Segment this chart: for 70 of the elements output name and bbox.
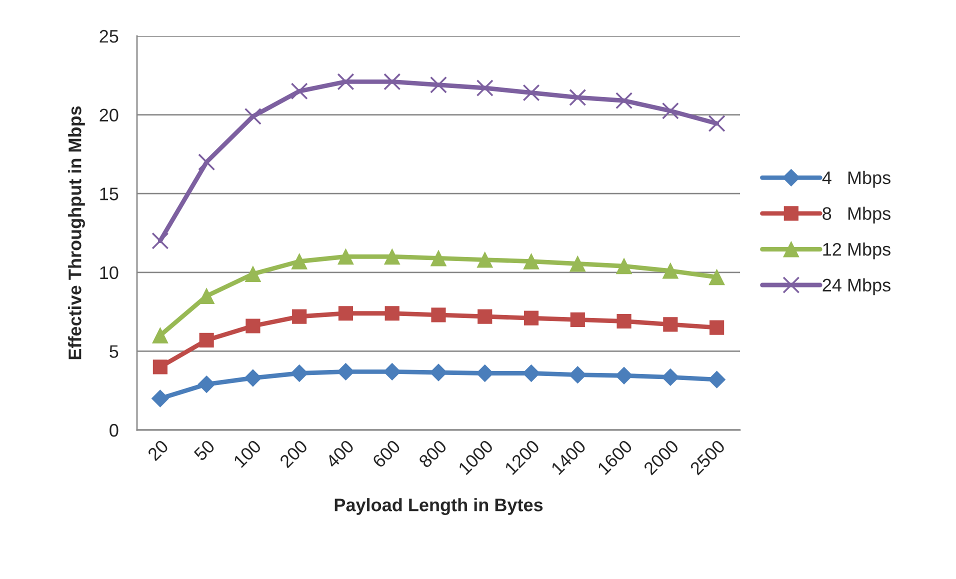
point (522, 84, 540, 102)
y-tick-label: 10 (100, 266, 118, 280)
point (199, 332, 214, 348)
point (616, 258, 632, 274)
x-tick-label: 20 (146, 439, 170, 462)
point (523, 253, 540, 270)
point (292, 309, 307, 324)
point (710, 320, 724, 335)
point (198, 376, 216, 393)
point (244, 266, 261, 282)
point (431, 308, 446, 322)
point (244, 108, 262, 125)
point (478, 309, 492, 324)
point (152, 360, 168, 374)
point (662, 368, 680, 386)
point (569, 88, 586, 106)
point (708, 114, 726, 132)
point (198, 288, 215, 304)
x-tick-label: 50 (193, 439, 216, 462)
point (430, 250, 446, 266)
x-tick-label: 400 (325, 439, 355, 469)
point (338, 306, 354, 321)
point (290, 82, 308, 100)
point (244, 369, 262, 387)
legend-label: 4 Mbps (822, 170, 890, 188)
point (615, 366, 633, 384)
y-tick-label: 0 (110, 424, 118, 437)
point (708, 269, 725, 286)
y-tick-label: 25 (100, 30, 118, 43)
x-axis-title: Payload Length in Bytes (334, 498, 543, 515)
point (291, 253, 308, 270)
legend-label: 12 Mbps (823, 242, 890, 260)
point (384, 73, 401, 90)
point (524, 310, 539, 326)
legend-label: 24 Mbps (822, 278, 890, 296)
point (708, 370, 726, 388)
x-tick-label: 100 (232, 439, 262, 468)
point (615, 92, 633, 110)
y-tick-label: 15 (100, 188, 118, 200)
point (383, 362, 401, 380)
x-tick-label: 600 (372, 439, 401, 468)
x-tick-label: 800 (418, 439, 448, 468)
y-tick-label: 20 (100, 108, 118, 122)
point (570, 312, 585, 327)
point (151, 390, 169, 408)
point (246, 318, 260, 334)
point (522, 364, 540, 382)
x-tick-label: 200 (279, 439, 308, 468)
point (430, 76, 448, 94)
point (663, 317, 678, 332)
point (152, 232, 169, 250)
point (152, 327, 168, 344)
y-axis-title: Effective Throughput in Mbps (68, 106, 85, 360)
point (662, 102, 679, 120)
point (384, 306, 400, 321)
point (430, 364, 448, 382)
point (337, 73, 354, 90)
point (337, 362, 354, 380)
point (568, 366, 586, 384)
point (616, 314, 632, 329)
point (198, 154, 216, 171)
point (290, 364, 308, 382)
point (662, 262, 678, 279)
point (570, 256, 586, 272)
point (338, 248, 354, 265)
point (384, 248, 400, 265)
point (476, 252, 493, 268)
point (476, 79, 494, 97)
y-tick-label: 5 (110, 345, 118, 358)
legend-label: 8 Mbps (822, 206, 890, 224)
